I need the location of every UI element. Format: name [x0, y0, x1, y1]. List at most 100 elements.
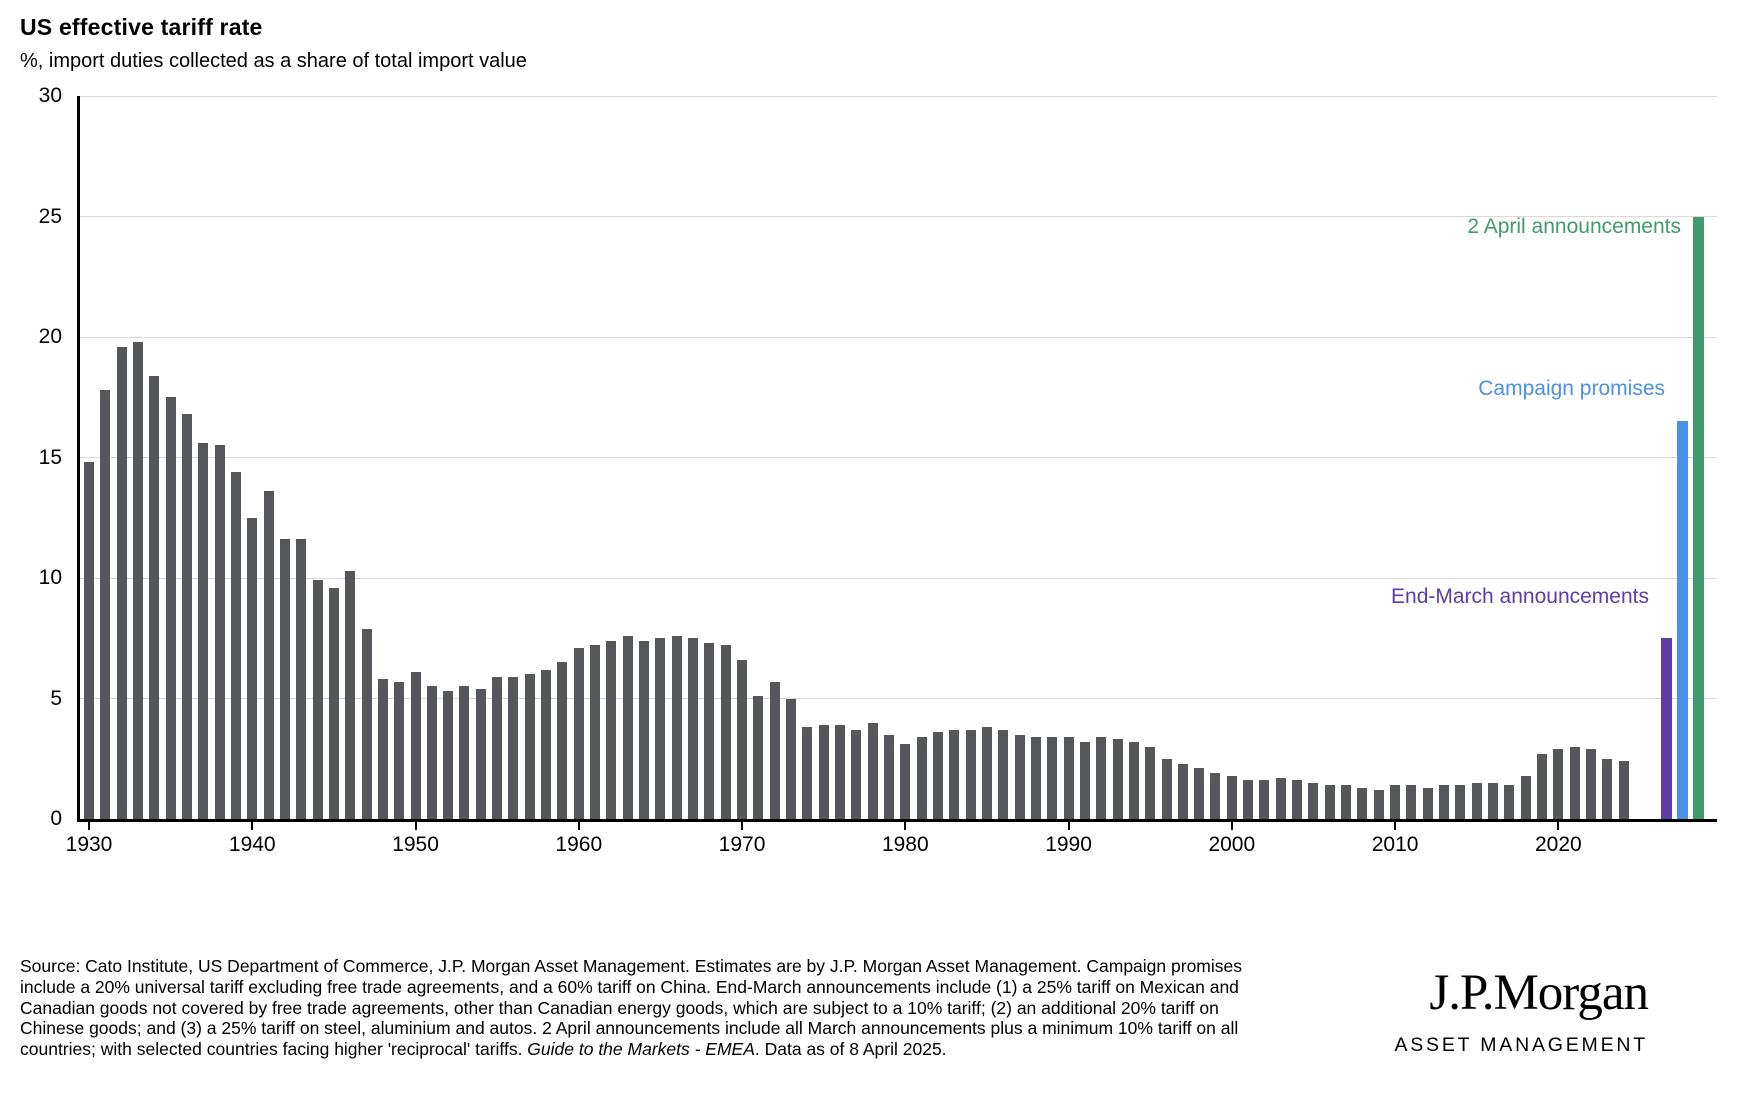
bar-2016	[1488, 782, 1499, 819]
chart-subtitle: %, import duties collected as a share of…	[20, 50, 527, 72]
x-tick-2020	[1557, 822, 1560, 830]
scenario-label-1: Campaign promises	[1478, 377, 1665, 400]
x-axis-label-1950: 1950	[392, 833, 439, 856]
scenario-label-2: 2 April announcements	[1467, 215, 1681, 238]
y-axis-label-5: 5	[50, 686, 62, 710]
bar-1987	[1014, 734, 1025, 819]
x-tick-1930	[88, 822, 90, 830]
bar-1961	[590, 645, 601, 819]
bar-1977	[851, 729, 862, 819]
bar-1991	[1079, 741, 1090, 819]
gridline-15	[77, 457, 1717, 458]
bar-1993	[1112, 739, 1123, 819]
bar-1976	[834, 725, 845, 819]
x-tick-1940	[251, 822, 254, 830]
bar-1965	[655, 638, 666, 819]
x-axis-label-1930: 1930	[65, 833, 113, 856]
x-tick-1980	[904, 822, 907, 830]
bar-2022	[1585, 749, 1596, 819]
bar-1967	[688, 638, 699, 819]
bar-1964	[639, 640, 650, 819]
bar-1995	[1145, 746, 1156, 819]
bar-1990	[1063, 737, 1074, 819]
bar-1953	[459, 686, 470, 819]
bar-1948	[377, 679, 388, 819]
bar-1960	[573, 647, 584, 819]
source-footnote: Source: Cato Institute, US Department of…	[20, 956, 1270, 1060]
bar-1933	[132, 341, 143, 819]
bar-1958	[541, 669, 552, 819]
bar-1973	[786, 698, 797, 819]
bar-1983	[949, 729, 960, 819]
bar-2023	[1602, 758, 1613, 819]
gridline-25	[77, 216, 1717, 217]
bar-2006	[1324, 785, 1335, 819]
bar-1943	[296, 539, 307, 819]
bar-1966	[671, 635, 682, 819]
y-axis	[77, 96, 80, 822]
bar-1935	[165, 397, 176, 819]
bar-1956	[508, 676, 519, 819]
y-axis-label-10: 10	[38, 566, 62, 589]
bar-2014	[1455, 785, 1466, 819]
bar-1934	[149, 375, 160, 819]
x-tick-1950	[414, 822, 417, 830]
bar-1930	[84, 462, 94, 819]
scenario-bar-2	[1692, 216, 1704, 819]
y-axis-label-0: 0	[50, 807, 62, 830]
jpmorgan-logo: J.P.Morgan ASSET MANAGEMENT	[1280, 966, 1649, 1057]
bar-1959	[557, 662, 568, 819]
bar-1978	[867, 722, 878, 819]
x-tick-2000	[1230, 822, 1233, 830]
bar-2021	[1569, 746, 1580, 819]
x-axis-label-1990: 1990	[1045, 833, 1092, 856]
scenario-bar-0	[1660, 638, 1672, 819]
bar-2002	[1259, 780, 1270, 819]
bar-1945	[328, 587, 339, 819]
bar-1968	[704, 643, 715, 819]
footnote-publication-italic: Guide to the Markets - EMEA	[527, 1039, 755, 1060]
x-tick-1990	[1067, 822, 1070, 830]
bar-1999	[1210, 773, 1221, 819]
bar-1931	[100, 390, 111, 819]
bar-1992	[1096, 737, 1107, 819]
footnote-date-text: . Data as of 8 April 2025.	[754, 1039, 947, 1060]
bar-1951	[426, 686, 437, 819]
bar-1981	[916, 737, 927, 819]
bar-1932	[116, 346, 127, 819]
bar-1969	[720, 645, 731, 819]
footnote-text: Source: Cato Institute, US Department of…	[20, 956, 1243, 1060]
bar-2020	[1553, 749, 1564, 819]
x-tick-2010	[1394, 822, 1397, 830]
asset-management-label: ASSET MANAGEMENT	[1394, 1034, 1648, 1056]
bar-1970	[737, 659, 748, 819]
x-tick-1970	[741, 822, 744, 830]
x-axis-label-1940: 1940	[228, 833, 276, 856]
gridline-30	[77, 95, 1717, 97]
bar-1936	[181, 414, 192, 819]
chart-title: US effective tariff rate	[20, 14, 263, 40]
bar-1944	[312, 580, 323, 819]
bar-1974	[802, 727, 813, 819]
x-axis	[77, 819, 1717, 822]
bar-1963	[622, 635, 633, 819]
bar-1986	[998, 729, 1009, 819]
bar-2010	[1390, 785, 1401, 819]
bar-1942	[279, 539, 290, 819]
bar-1998	[1194, 768, 1205, 819]
bar-1939	[230, 471, 241, 819]
x-axis-label-2000: 2000	[1208, 833, 1256, 856]
bar-2013	[1439, 785, 1450, 819]
bar-1989	[1047, 737, 1058, 819]
x-axis-label-2010: 2010	[1371, 833, 1419, 856]
bar-2004	[1292, 780, 1303, 819]
bar-1997	[1177, 763, 1188, 819]
bar-1952	[443, 691, 454, 819]
bar-1984	[965, 729, 976, 819]
bar-1972	[769, 681, 780, 819]
bar-2015	[1471, 782, 1482, 819]
bar-2000	[1226, 775, 1237, 819]
gridline-10	[77, 577, 1717, 579]
x-axis-label-1960: 1960	[555, 833, 603, 856]
